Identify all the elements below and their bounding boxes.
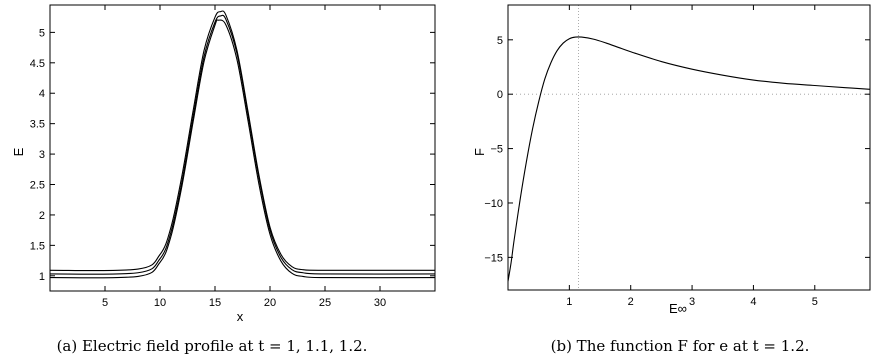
panel-a-xtick-label: 20 (264, 297, 276, 309)
panel-a-ytick-label: 4.5 (30, 58, 45, 70)
panel-b-series-line (507, 36, 871, 282)
panel-a-ytick-label: 3.5 (30, 119, 45, 131)
panel-a-ylabel: E (11, 147, 26, 156)
panel-a-ytick-label: 1.5 (30, 240, 45, 252)
panel-a: 5 10 15 20 25 30 1 1.5 2 2.5 3 3.5 4 4.5 5 x E (a) Ele… (11, 4, 436, 355)
panel-b-xtick-label: 1 (566, 296, 572, 308)
panel-a-xtick-label: 15 (209, 297, 221, 309)
panel-a-series-line (49, 14, 436, 275)
panel-a-xtick-label: 10 (154, 297, 166, 309)
panel-a-series-line (49, 19, 436, 279)
panel-b-xtick-label: 4 (750, 296, 756, 308)
panel-b-xtick-label: 3 (689, 296, 695, 308)
panel-a-axes-box (49, 4, 436, 292)
panel-b: 1 2 3 4 5 5 0 −5 −10 −15 E∞ F (b) The function F … (472, 4, 871, 355)
panel-b-ylabel: F (472, 148, 487, 156)
panel-b-xtick-label: 2 (628, 296, 634, 308)
panel-a-xlabel: x (237, 309, 244, 324)
panel-b-caption: (b) The function F for e at t = 1.2. (551, 337, 810, 355)
panel-a-ytick-label: 3 (39, 149, 45, 161)
panel-b-xlabel: E∞ (669, 301, 687, 316)
panel-b-ytick-label: 5 (497, 35, 503, 47)
panel-a-xtick-label: 5 (102, 297, 108, 309)
panel-a-ytick-label: 5 (39, 27, 45, 39)
panel-a-ytick-label: 2 (39, 210, 45, 222)
panel-a-series-line (49, 10, 436, 272)
panel-b-ytick-label: −10 (484, 198, 503, 210)
panel-b-axes-box (507, 4, 871, 291)
panel-a-ytick-label: 4 (39, 88, 45, 100)
panel-b-ytick-label: −5 (490, 144, 503, 156)
panel-a-xtick-label: 30 (374, 297, 386, 309)
panel-b-ytick-label: 0 (497, 89, 503, 101)
panel-b-xtick-label: 5 (812, 296, 818, 308)
panel-a-xtick-label: 25 (319, 297, 331, 309)
panel-b-ytick-label: −15 (484, 252, 503, 264)
panel-a-ytick-label: 2.5 (30, 180, 45, 192)
panel-a-caption: (a) Electric field profile at t = 1, 1.1… (57, 337, 368, 355)
panel-a-ytick-label: 1 (39, 271, 45, 283)
